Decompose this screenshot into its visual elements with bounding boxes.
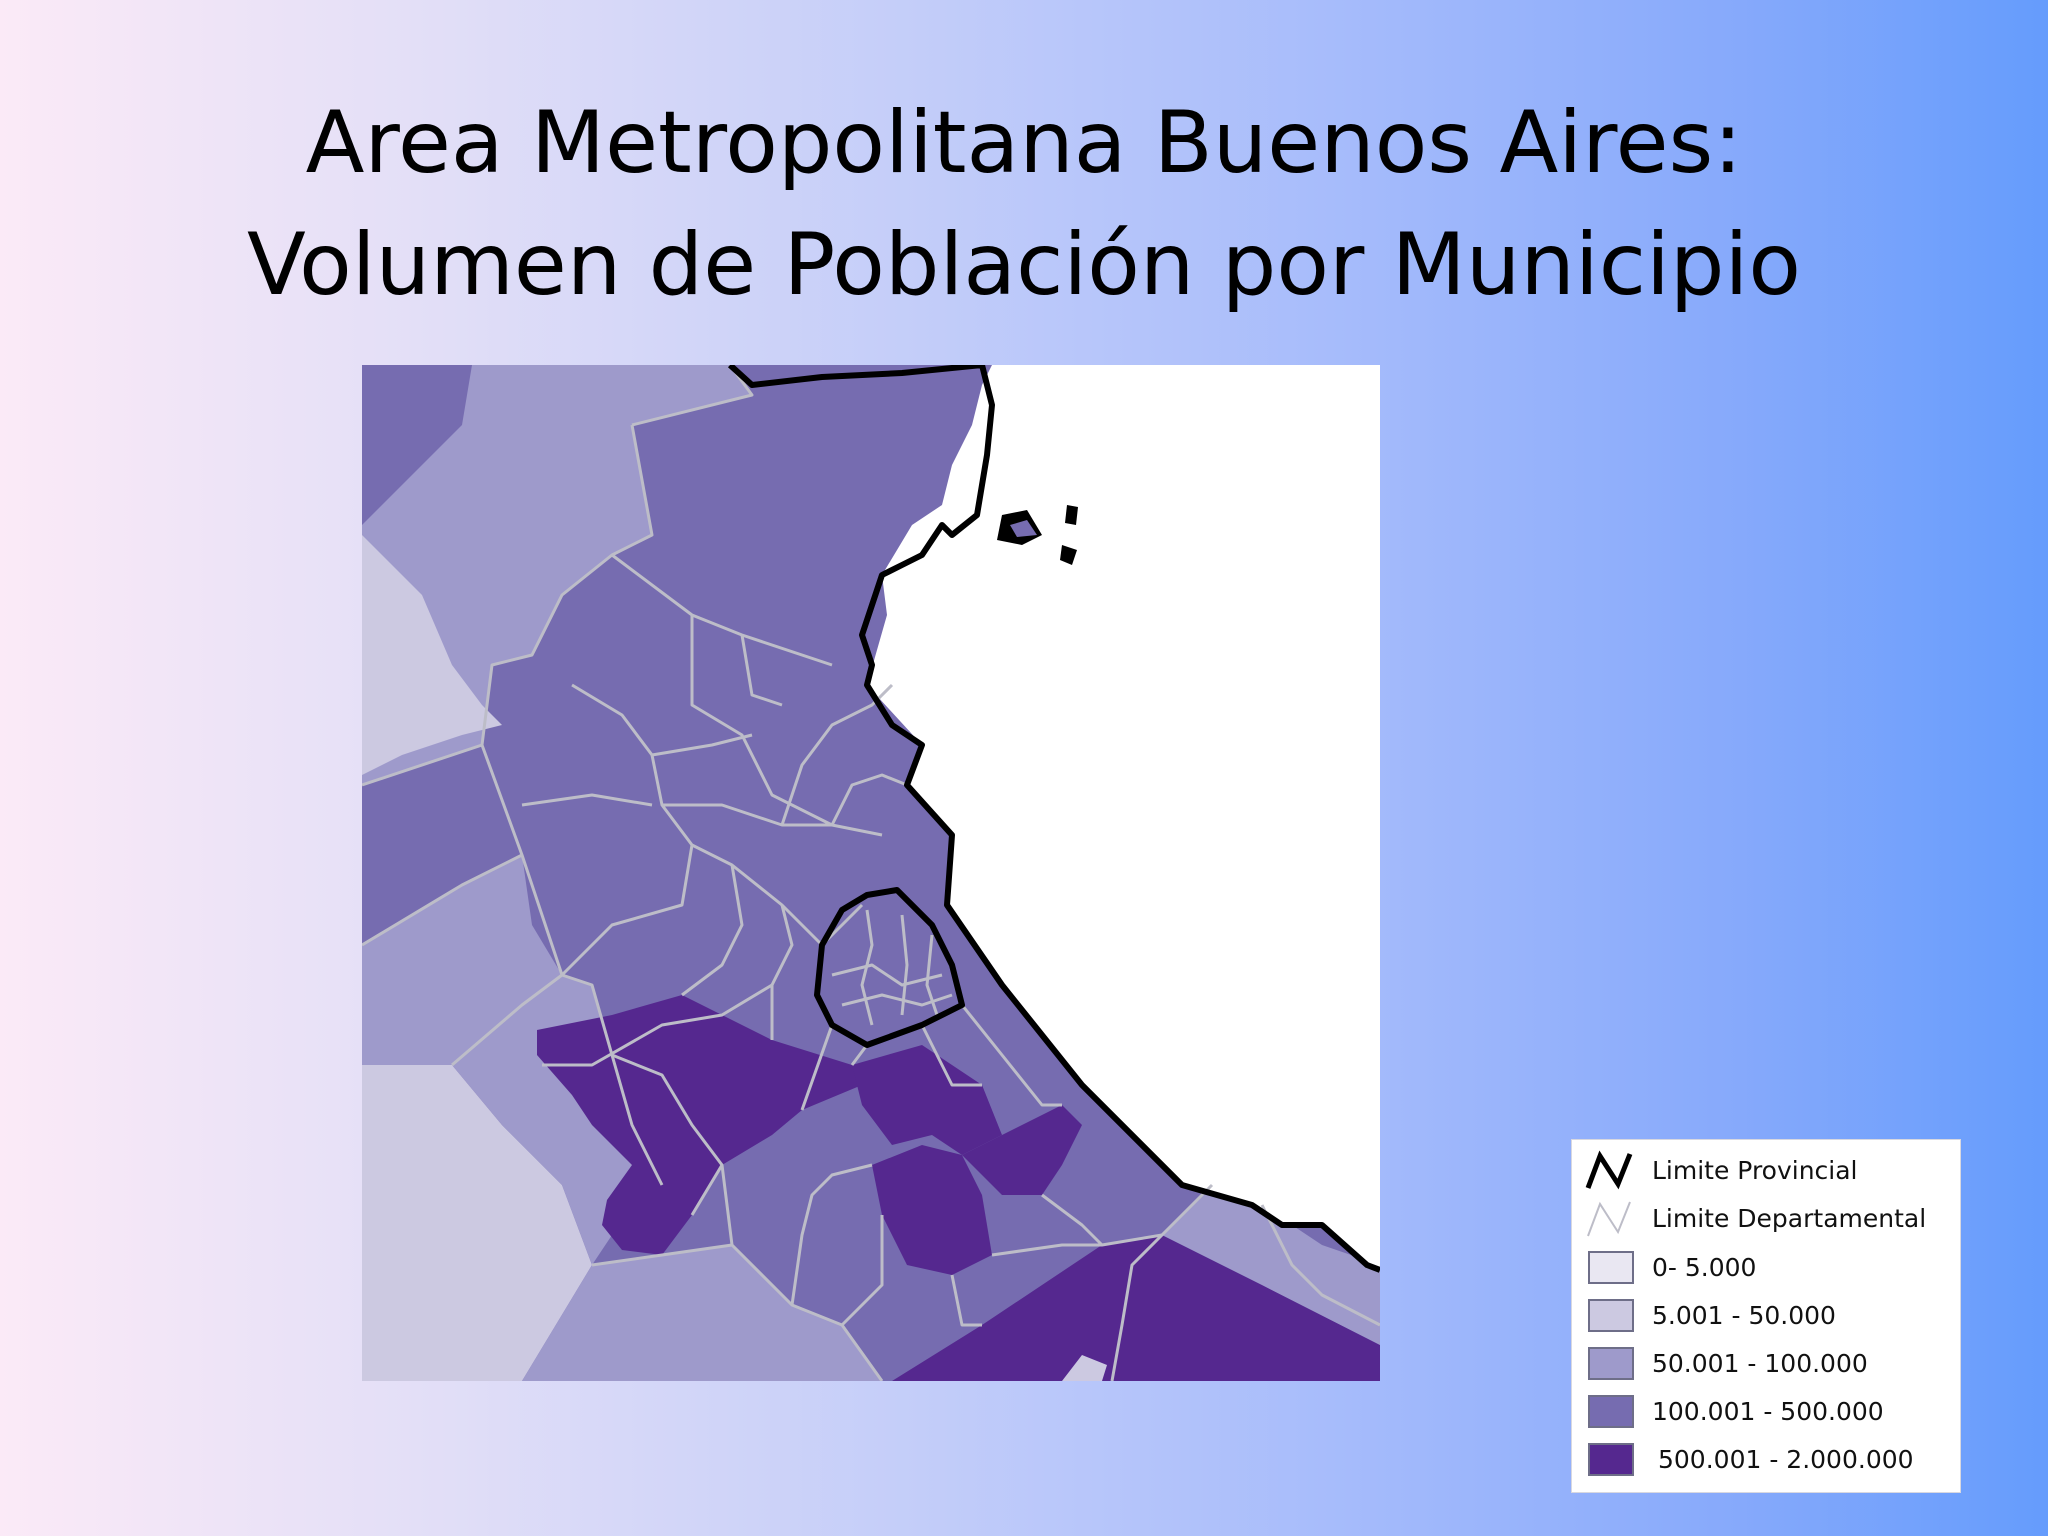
municipio-south-light: [522, 1245, 882, 1381]
legend-item-class-4: 500.001 - 2.000.000: [1572, 1437, 1960, 1485]
provincial-borders: [727, 365, 1380, 1273]
municipio-southwest-pale: [362, 1065, 592, 1381]
departmental-borders: [362, 365, 1380, 1381]
delta-island: [1065, 505, 1078, 525]
municipio-lanus: [962, 1105, 1082, 1195]
legend-label: 50.001 - 100.000: [1652, 1349, 1868, 1378]
municipio-southeast-light: [1162, 1185, 1380, 1345]
delta-island-blue: [1010, 520, 1037, 537]
legend-swatch: [1588, 1347, 1634, 1380]
delta-island: [1060, 545, 1077, 565]
slide-title-line-1: Area Metropolitana Buenos Aires:: [305, 93, 1743, 193]
legend-item-class-2: 50.001 - 100.000: [1572, 1341, 1960, 1389]
municipio-west-pale: [362, 535, 502, 775]
legend-swatch: [1588, 1251, 1634, 1284]
legend-label: 500.001 - 2.000.000: [1658, 1445, 1914, 1474]
municipio-top-left: [362, 365, 472, 525]
slide-title: Area Metropolitana Buenos Aires: Volumen…: [0, 82, 2048, 326]
legend-item-class-3: 100.001 - 500.000: [1572, 1389, 1960, 1437]
legend-item-provincial: Limite Provincial: [1572, 1148, 1960, 1196]
municipio-la-matanza: [537, 995, 862, 1255]
departmental-line-icon: [1587, 1201, 1631, 1237]
legend-label: 100.001 - 500.000: [1652, 1397, 1884, 1426]
legend-swatch: [1588, 1395, 1634, 1428]
legend-swatch: [1588, 1299, 1634, 1332]
map-small-gap: [1062, 1355, 1107, 1381]
rio-de-la-plata: [867, 365, 1380, 1270]
legend-item-class-1: 5.001 - 50.000: [1572, 1293, 1960, 1341]
municipio-lomas: [852, 1045, 1002, 1155]
legend-item-departmental: Limite Departamental: [1572, 1196, 1960, 1244]
provincial-line-icon: [1585, 1150, 1633, 1190]
slide-title-line-2: Volumen de Población por Municipio: [246, 215, 1802, 315]
legend-label: Limite Departamental: [1652, 1204, 1927, 1233]
choropleth-map: [362, 365, 1380, 1381]
legend-label: Limite Provincial: [1652, 1156, 1858, 1185]
municipio-southeast-dark: [892, 1235, 1380, 1381]
legend-label: 5.001 - 50.000: [1652, 1301, 1836, 1330]
legend-item-class-0: 0- 5.000: [1572, 1245, 1960, 1293]
municipio-quilmes: [872, 1145, 992, 1275]
caba-area: [817, 895, 962, 1045]
legend-label: 0- 5.000: [1652, 1253, 1757, 1282]
map-legend: Limite Provincial Limite Departamental 0…: [1571, 1139, 1961, 1493]
legend-swatch: [1588, 1443, 1634, 1476]
